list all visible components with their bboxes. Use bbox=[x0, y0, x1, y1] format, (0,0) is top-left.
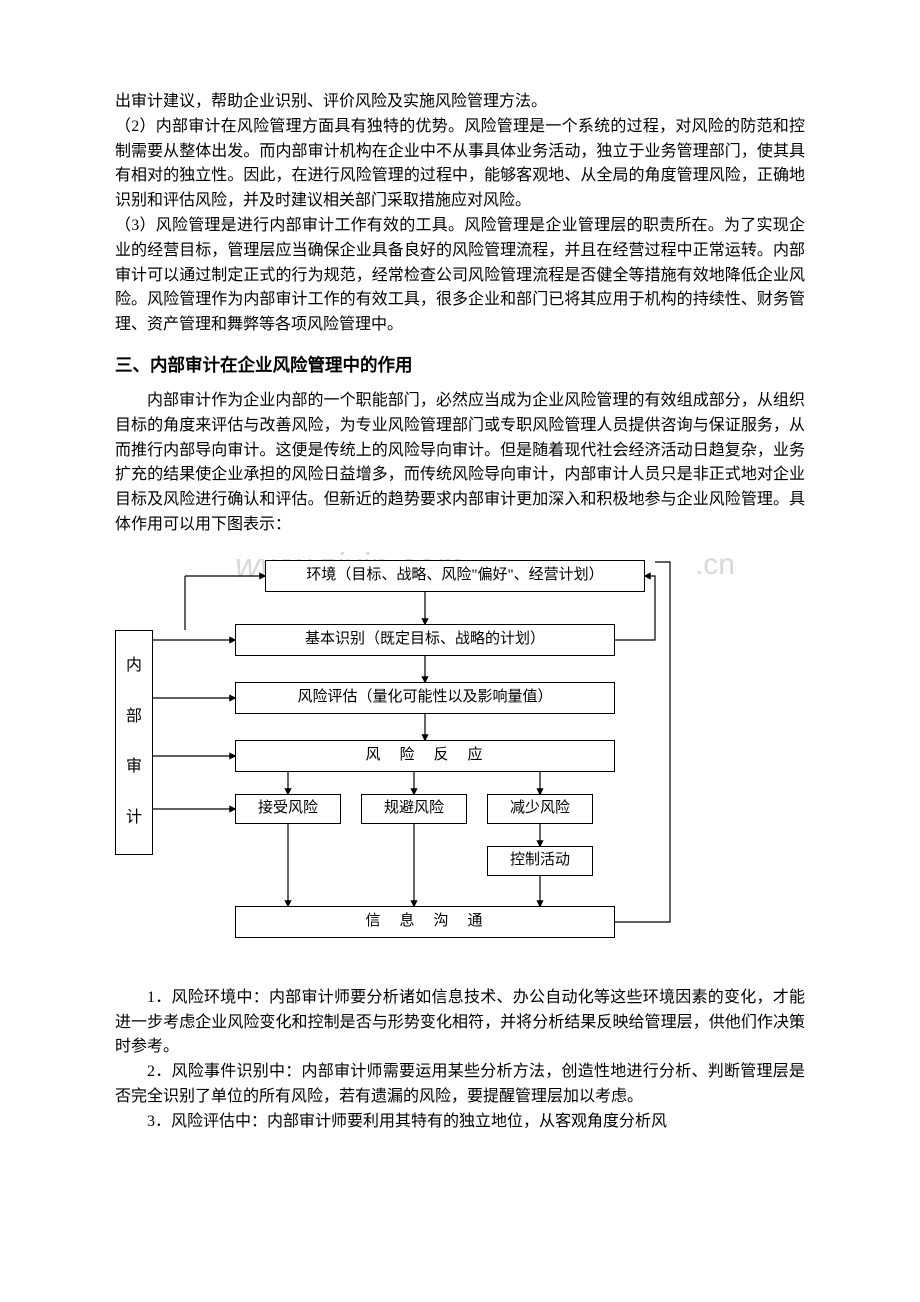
flowchart-diagram: www.zixin.com .cn bbox=[115, 544, 675, 964]
box-reduce: 减少风险 bbox=[487, 794, 593, 824]
section-3-title: 三、内部审计在企业风险管理中的作用 bbox=[115, 352, 805, 379]
para-item-3: （3）风险管理是进行内部审计工作有效的工具。风险管理是企业管理层的职责所在。为了… bbox=[115, 214, 805, 338]
sidebar-char: 审 bbox=[126, 755, 142, 780]
box-accept: 接受风险 bbox=[235, 794, 341, 824]
numbered-para-2: 2．风险事件识别中：内部审计师需要运用某些分析方法，创造性地进行分析、判断管理层… bbox=[115, 1060, 805, 1110]
box-identify: 基本识别（既定目标、战略的计划） bbox=[235, 624, 615, 656]
sidebar-char: 内 bbox=[126, 654, 142, 679]
box-avoid: 规避风险 bbox=[361, 794, 467, 824]
diagram-sidebar: 内 部 审 计 bbox=[115, 630, 153, 855]
box-control: 控制活动 bbox=[487, 846, 593, 876]
para-item-2: （2）内部审计在风险管理方面具有独特的优势。风险管理是一个系统的过程，对风险的防… bbox=[115, 115, 805, 214]
para-continuation: 出审计建议，帮助企业识别、评价风险及实施风险管理方法。 bbox=[115, 90, 805, 115]
sidebar-char: 部 bbox=[126, 705, 142, 730]
watermark-text-2: .cn bbox=[695, 542, 735, 589]
numbered-para-1: 1．风险环境中：内部审计师要分析诸如信息技术、办公自动化等这些环境因素的变化，才… bbox=[115, 986, 805, 1060]
box-assess: 风险评估（量化可能性以及影响量值） bbox=[235, 682, 615, 714]
section-3-intro: 内部审计作为企业内部的一个职能部门，必然应当成为企业风险管理的有效组成部分，从组… bbox=[115, 389, 805, 538]
sidebar-char: 计 bbox=[126, 806, 142, 831]
box-response: 风 险 反 应 bbox=[235, 740, 615, 772]
box-environment: 环境（目标、战略、风险"偏好"、经营计划） bbox=[265, 560, 645, 592]
numbered-para-3: 3．风险评估中：内部审计师要利用其特有的独立地位，从客观角度分析风 bbox=[115, 1110, 805, 1135]
box-communication: 信 息 沟 通 bbox=[235, 906, 615, 938]
